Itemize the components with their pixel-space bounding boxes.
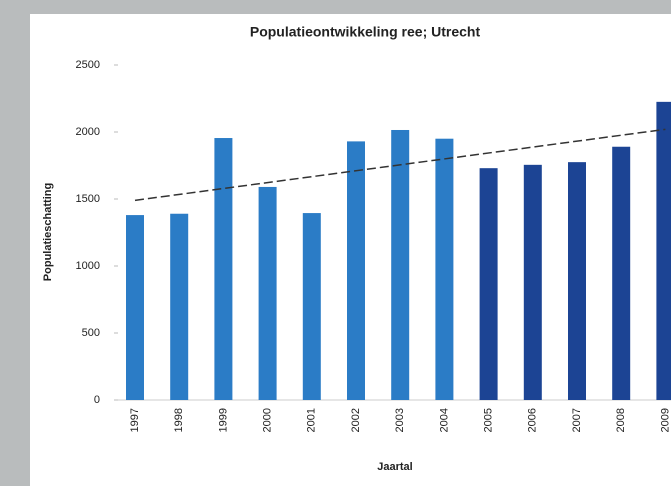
x-tick-label: 2000 [262,408,274,432]
x-tick-label: 2009 [659,408,671,432]
bar [656,101,671,400]
chart-title: Populatieontwikkeling ree; Utrecht [250,24,481,40]
bar [214,138,233,400]
y-tick-label: 500 [82,327,100,339]
x-tick-label: 2006 [527,408,539,432]
x-tick-label: 2005 [483,408,495,432]
y-tick-label: 2500 [76,59,100,71]
x-tick-label: 2003 [394,408,406,432]
bar [523,164,542,400]
x-tick-label: 2008 [615,408,627,432]
y-tick-label: 1000 [76,260,100,272]
bar [302,213,321,400]
x-tick-label: 1998 [173,408,185,432]
x-axis-label: Jaartal [377,461,412,473]
bar [612,146,631,400]
y-tick-label: 2000 [76,126,100,138]
bar [391,129,410,401]
x-tick-label: 2002 [350,408,362,432]
y-axis-label: Populatieschatting [42,183,54,281]
bar [479,168,498,400]
bar [170,213,189,400]
x-tick-label: 2007 [571,408,583,432]
bar [126,215,144,400]
x-tick-label: 2004 [438,408,450,432]
bar [568,162,586,400]
x-tick-label: 1999 [217,408,229,432]
bar [347,141,365,400]
x-tick-label: 2001 [306,408,318,432]
bar [435,138,454,400]
y-tick-label: 1500 [76,193,100,205]
bar [258,186,277,400]
x-tick-label: 1997 [129,408,141,432]
y-tick-label: 0 [94,394,100,406]
trendline [134,128,666,202]
